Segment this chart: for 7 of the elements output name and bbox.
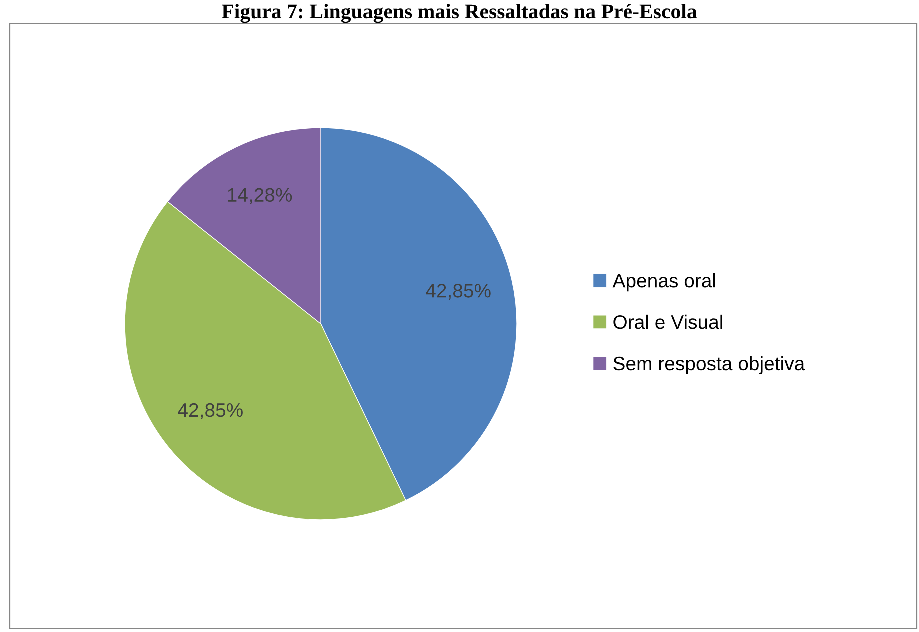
legend-label: Sem resposta objetiva	[614, 356, 806, 375]
legend-label: Apenas oral	[612, 273, 716, 292]
chart-title: Figura 7: Linguagens mais Ressaltadas na Pré-Escola	[222, 4, 698, 24]
data-label: 14,28%	[228, 188, 292, 204]
data-label: 42,85%	[426, 284, 491, 300]
legend-label: Oral e Visual	[614, 314, 722, 330]
data-label: 42,85%	[178, 403, 243, 420]
